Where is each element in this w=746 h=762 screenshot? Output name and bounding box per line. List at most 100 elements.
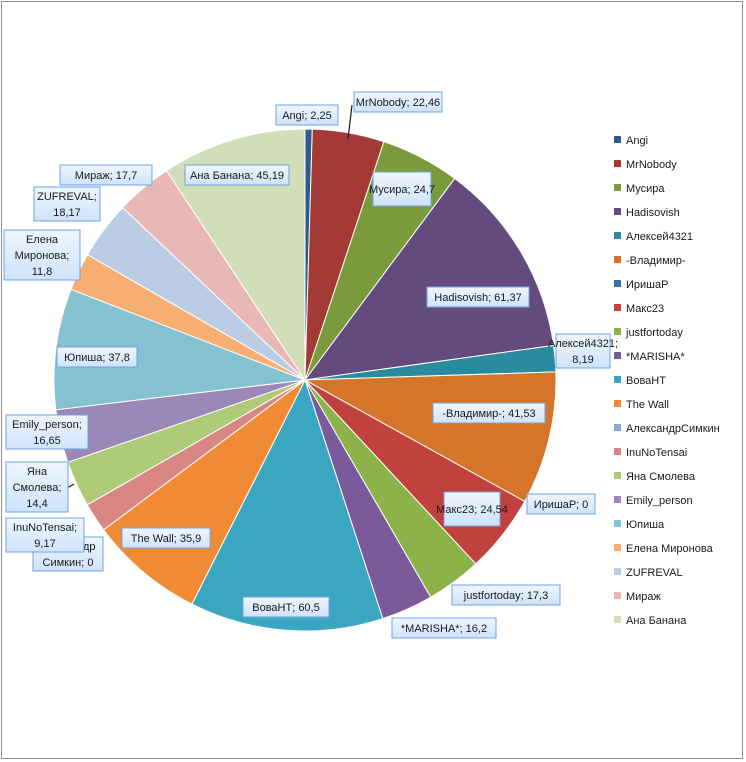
legend-swatch [614,328,621,335]
legend-label: justfortoday [625,327,683,339]
legend-swatch [614,400,621,407]
data-label-text: -Владимир-; 41,53 [442,408,535,420]
data-label-text: Елена Миронова; 11,8 [15,234,70,278]
data-label-inunotensai: InuNoTensai; 9,17 [5,517,85,553]
data-label-box [59,164,153,186]
legend-label: Angi [626,135,648,147]
legend-item-алексей4321: Алексей4321 [614,231,693,243]
legend-swatch [614,160,621,167]
legend-swatch [614,544,621,551]
data-label-text: InuNoTensai; 9,17 [13,522,77,550]
data-label-text: ZUFREVAL; 18,17 [37,191,97,219]
legend-label: Макс23 [626,303,664,315]
data-label-box [526,493,596,515]
data-label-иришар: ИришаР; 0 [526,493,596,515]
legend-label: АлександрСимкин [626,423,720,435]
legend: Angi MrNobody Мусира Hadisovish Алексей4321 -… [614,135,720,627]
data-label-text: Яна Смолева; 14,4 [13,466,62,510]
legend-item-юпиша: Юпиша [614,519,665,531]
legend-swatch [614,520,621,527]
data-label-box [3,229,81,281]
data-label-box [5,461,69,513]
data-label-мусира: Мусира; 24,7 [369,171,435,207]
legend-item-мираж: Мираж [614,591,662,603]
legend-label: -Владимир- [626,255,686,267]
data-label-emily-person: Emily_person; 16,65 [5,414,89,450]
data-label-zufreval: ZUFREVAL; 18,17 [33,186,101,222]
legend-item-zufreval: ZUFREVAL [614,567,683,579]
legend-item-вовант: ВоваНТ [614,375,666,387]
legend-label: Мираж [626,591,662,603]
data-label-алексей4321: Алексей4321; 8,19 [548,333,618,369]
data-label-mrnobody: MrNobody; 22,46 [347,91,443,140]
legend-swatch [614,568,621,575]
data-label-box [5,414,89,450]
data-label-justfortoday: justfortoday; 17,3 [451,584,561,606]
legend-swatch [614,376,621,383]
legend-item-макс23: Макс23 [614,303,664,315]
legend-item-ана-банана: Ана Банана [614,615,687,627]
data-label-box [184,164,290,186]
data-label-box [443,491,501,527]
data-label-text: Мираж; 17,7 [75,170,137,182]
data-label-marisha: *MARISHA*; 16,2 [391,617,497,639]
legend-swatch [614,304,621,311]
legend-swatch [614,616,621,623]
data-label-box [391,617,497,639]
legend-item-the-wall: The Wall [614,399,669,411]
data-label-юпиша: Юпиша; 37,8 [56,346,138,368]
legend-item-marisha: *MARISHA* [614,351,685,363]
pie-slice-hadisovish [303,177,555,381]
data-label-box [451,584,561,606]
legend-label: ИришаР [626,279,668,291]
data-label-text: ИришаР; 0 [534,499,588,511]
data-label-мираж: Мираж; 17,7 [59,164,153,186]
data-label-box [242,596,330,618]
data-label-text: Ана Банана; 45,19 [190,170,284,182]
data-label-text: MrNobody; 22,46 [356,97,440,109]
data-label-text: The Wall; 35,9 [131,533,202,545]
legend-label: Emily_person [626,495,693,507]
legend-swatch [614,472,621,479]
data-label-box [56,346,138,368]
legend-label: InuNoTensai [626,447,687,459]
data-label-ана-банана: Ана Банана; 45,19 [184,164,290,186]
legend-label: The Wall [626,399,669,411]
data-label-владимир: -Владимир-; 41,53 [432,402,546,424]
legend-label: Юпиша [626,519,665,531]
data-label-box [426,286,530,308]
legend-label: Hadisovish [626,207,680,219]
legend-item-александрсимкин: АлександрСимкин [614,423,720,435]
data-label-box [5,517,85,553]
pie-slices [53,128,557,632]
legend-swatch [614,256,621,263]
data-label-text: justfortoday; 17,3 [463,590,548,602]
legend-item-inunotensai: InuNoTensai [614,447,687,459]
legend-swatch [614,496,621,503]
legend-label: Яна Смолева [626,471,696,483]
legend-swatch [614,136,621,143]
legend-label: ВоваНТ [626,375,666,387]
data-labels: Angi; 2,25 MrNobody; 22,46 Мусира; 24,7 Had… [3,91,618,639]
data-label-the-wall: The Wall; 35,9 [121,527,211,549]
legend-swatch [614,280,621,287]
data-label-box [555,333,611,369]
legend-item-владимир: -Владимир- [614,255,686,267]
pie-slice-юпиша [53,288,306,411]
data-label-text: Hadisovish; 61,37 [434,292,521,304]
legend-swatch [614,448,621,455]
data-label-angi: Angi; 2,25 [275,104,339,126]
legend-swatch [614,352,621,359]
data-label-text: *MARISHA*; 16,2 [401,623,487,635]
legend-item-emily-person: Emily_person [614,495,693,507]
data-label-text: Angi; 2,25 [282,110,332,122]
legend-swatch [614,592,621,599]
legend-item-мусира: Мусира [614,183,665,195]
legend-label: ZUFREVAL [626,567,683,579]
data-label-box [372,171,432,207]
data-label-box [432,402,546,424]
legend-item-angi: Angi [614,135,648,147]
data-label-макс23: Макс23; 24,54 [436,491,508,527]
legend-swatch [614,184,621,191]
data-label-text: Макс23; 24,54 [436,504,508,516]
